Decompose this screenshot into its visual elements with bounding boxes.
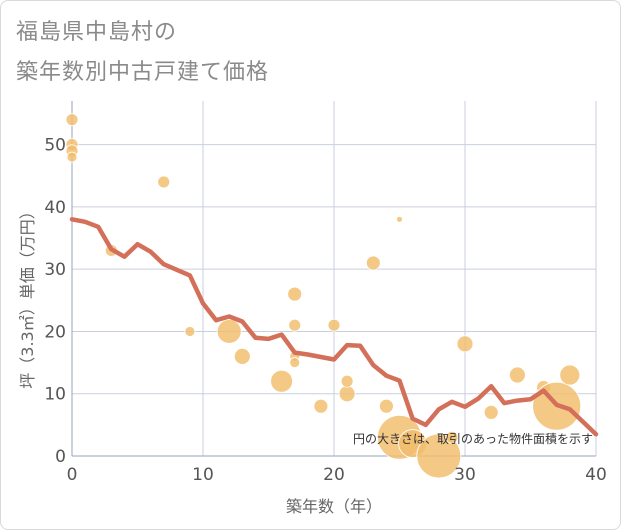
bubble-point-23 xyxy=(416,433,462,479)
x-tick-label-0: 0 xyxy=(67,465,78,485)
x-tick-label-4: 40 xyxy=(585,465,607,485)
x-axis-title: 築年数（年） xyxy=(286,497,382,516)
bubble-point-27 xyxy=(509,366,526,384)
y-tick-label-3: 30 xyxy=(44,260,66,280)
x-tick-labels: 0 10 20 30 40 xyxy=(67,465,607,485)
x-tick-label-2: 20 xyxy=(323,465,345,485)
y-tick-label-1: 10 xyxy=(44,385,66,405)
bubble-point-20 xyxy=(396,215,403,223)
average-price-line xyxy=(69,217,599,437)
y-tick-label-2: 20 xyxy=(44,322,66,342)
bubble-point-24 xyxy=(445,430,459,444)
bubble-point-3 xyxy=(66,151,78,163)
y-tick-label-0: 0 xyxy=(55,447,66,467)
bubble-point-30 xyxy=(559,364,581,386)
bubble-point-16 xyxy=(338,385,356,403)
bubble-point-0 xyxy=(65,113,79,127)
bubble-point-9 xyxy=(270,369,294,393)
chart-title-line-1: 福島県中島村の xyxy=(16,20,178,45)
y-tick-label-4: 40 xyxy=(44,198,66,218)
bubble-layer xyxy=(65,113,582,479)
bubble-point-14 xyxy=(327,318,341,332)
x-tick-label-3: 30 xyxy=(454,465,476,485)
bubble-point-25 xyxy=(456,335,474,353)
bubble-point-26 xyxy=(483,405,499,420)
bubble-point-5 xyxy=(157,175,171,189)
bubble-point-17 xyxy=(340,374,354,388)
bubble-point-19 xyxy=(378,398,394,414)
bubble-point-10 xyxy=(287,286,303,302)
bubble-point-15 xyxy=(313,398,329,414)
bubble-point-11 xyxy=(288,318,302,332)
y-tick-labels: 0 10 20 30 40 50 xyxy=(44,136,66,467)
chart-title-line-2: 築年数別中古戸建て価格 xyxy=(16,60,270,85)
y-tick-label-5: 50 xyxy=(44,136,66,156)
x-tick-label-1: 10 xyxy=(192,465,214,485)
bubble-point-6 xyxy=(184,326,196,337)
bubble-point-8 xyxy=(233,347,251,365)
size-note: 円の大きさは、取引のあった物件面積を示す xyxy=(353,431,593,446)
line-layer xyxy=(69,217,599,437)
bubble-point-18 xyxy=(365,255,381,271)
bubble-point-7 xyxy=(216,319,242,344)
y-axis-title: 坪（3.3㎡）単価（万円） xyxy=(18,203,37,388)
bubble-point-13 xyxy=(289,357,301,368)
